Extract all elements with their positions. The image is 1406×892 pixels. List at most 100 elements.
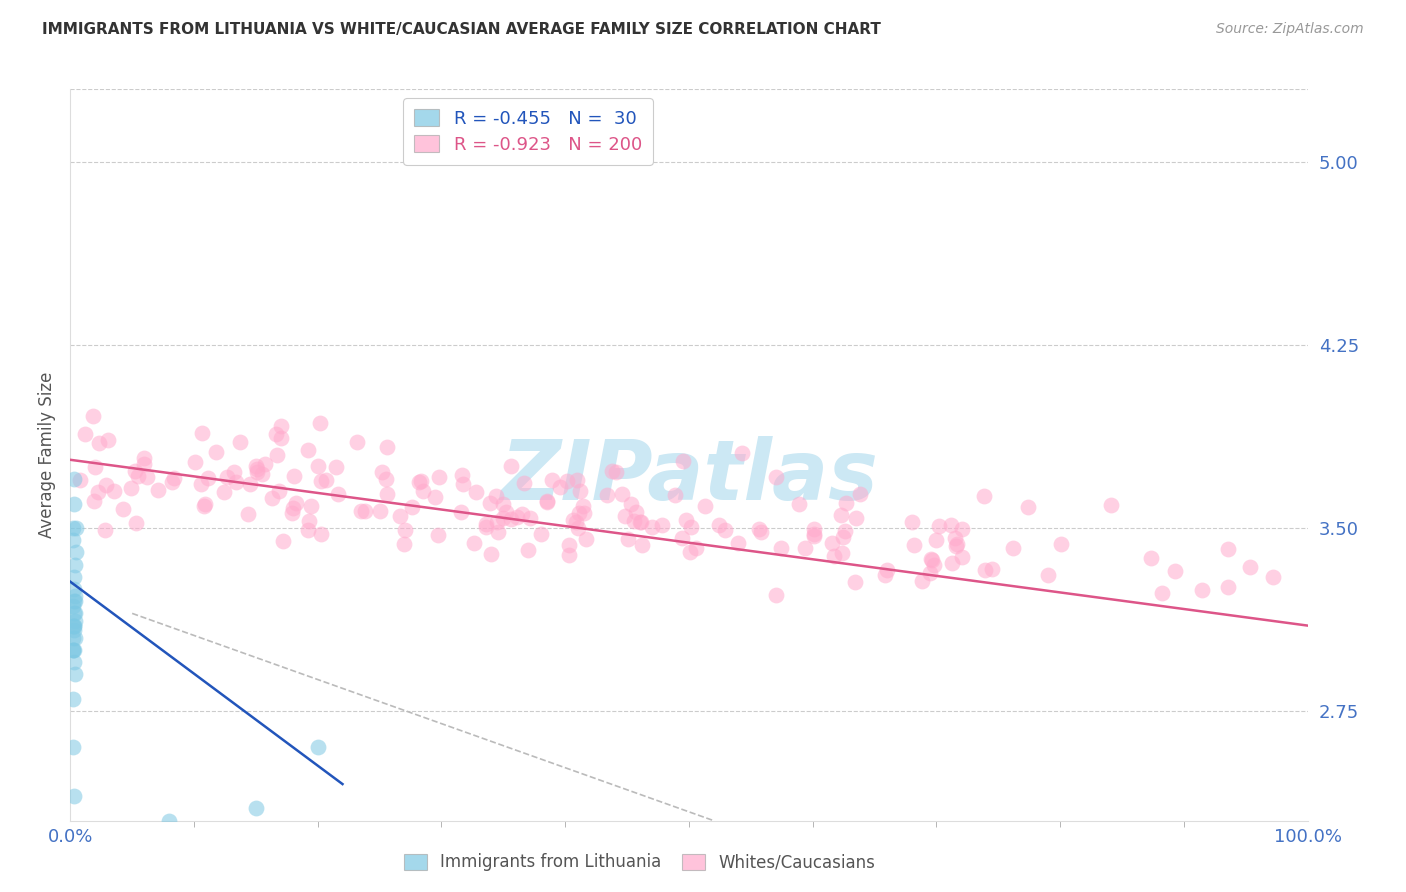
Point bbox=[486, 516, 509, 530]
Point bbox=[190, 477, 212, 491]
Point bbox=[903, 538, 925, 552]
Point bbox=[238, 507, 260, 521]
Point bbox=[298, 514, 321, 528]
Point bbox=[283, 468, 305, 483]
Point bbox=[679, 520, 702, 534]
Point bbox=[252, 467, 274, 481]
Point bbox=[565, 474, 588, 488]
Point bbox=[981, 562, 1004, 576]
Point bbox=[479, 495, 502, 509]
Point bbox=[309, 474, 332, 488]
Point bbox=[254, 457, 277, 471]
Point bbox=[125, 516, 148, 530]
Point bbox=[245, 465, 267, 479]
Point bbox=[63, 618, 86, 632]
Point bbox=[558, 548, 581, 562]
Point bbox=[62, 643, 84, 657]
Point bbox=[572, 499, 595, 513]
Point bbox=[685, 541, 707, 555]
Point bbox=[831, 546, 853, 560]
Point bbox=[371, 466, 394, 480]
Point bbox=[519, 510, 541, 524]
Point bbox=[451, 467, 474, 482]
Point bbox=[512, 476, 534, 491]
Point bbox=[120, 481, 142, 495]
Point bbox=[401, 500, 423, 515]
Point bbox=[1036, 568, 1059, 582]
Point bbox=[63, 655, 86, 669]
Point bbox=[299, 499, 322, 513]
Point bbox=[803, 529, 825, 543]
Point bbox=[727, 536, 749, 550]
Point bbox=[1216, 541, 1239, 556]
Point bbox=[394, 523, 416, 537]
Point bbox=[1049, 536, 1071, 550]
Point bbox=[849, 487, 872, 501]
Point bbox=[354, 504, 377, 518]
Point bbox=[63, 624, 86, 638]
Point bbox=[93, 523, 115, 537]
Point bbox=[246, 462, 269, 476]
Point bbox=[821, 536, 844, 550]
Point bbox=[641, 520, 664, 534]
Point bbox=[222, 466, 245, 480]
Point bbox=[664, 487, 686, 501]
Point bbox=[465, 485, 488, 500]
Point bbox=[765, 470, 787, 484]
Point bbox=[605, 465, 627, 479]
Point bbox=[309, 526, 332, 541]
Point bbox=[225, 475, 247, 490]
Point bbox=[315, 474, 337, 488]
Point bbox=[541, 473, 564, 487]
Point bbox=[925, 533, 948, 547]
Point bbox=[65, 545, 87, 559]
Y-axis label: Average Family Size: Average Family Size bbox=[38, 372, 56, 538]
Point bbox=[921, 553, 943, 567]
Point bbox=[749, 525, 772, 540]
Text: Source: ZipAtlas.com: Source: ZipAtlas.com bbox=[1216, 22, 1364, 37]
Point bbox=[1216, 580, 1239, 594]
Point bbox=[876, 563, 898, 577]
Point bbox=[271, 534, 294, 549]
Point bbox=[297, 442, 319, 457]
Point bbox=[492, 497, 515, 511]
Point bbox=[1140, 551, 1163, 566]
Point bbox=[65, 558, 87, 572]
Point bbox=[671, 531, 693, 545]
Point bbox=[748, 522, 770, 536]
Point bbox=[624, 505, 647, 519]
Point bbox=[375, 440, 398, 454]
Point bbox=[834, 495, 856, 509]
Point bbox=[75, 427, 97, 442]
Point bbox=[920, 566, 942, 580]
Point bbox=[350, 504, 373, 518]
Point bbox=[1164, 565, 1187, 579]
Point bbox=[499, 512, 522, 526]
Point bbox=[65, 521, 87, 535]
Point bbox=[212, 485, 235, 500]
Point bbox=[600, 464, 623, 478]
Point bbox=[127, 469, 149, 483]
Point bbox=[191, 425, 214, 440]
Point bbox=[911, 574, 934, 588]
Point bbox=[205, 445, 228, 459]
Text: IMMIGRANTS FROM LITHUANIA VS WHITE/CAUCASIAN AVERAGE FAMILY SIZE CORRELATION CHA: IMMIGRANTS FROM LITHUANIA VS WHITE/CAUCA… bbox=[42, 22, 882, 37]
Point bbox=[63, 618, 86, 632]
Point bbox=[516, 542, 538, 557]
Point bbox=[63, 594, 86, 608]
Point bbox=[409, 474, 432, 488]
Point bbox=[266, 448, 288, 462]
Point bbox=[939, 518, 962, 533]
Point bbox=[374, 472, 396, 486]
Point bbox=[63, 497, 86, 511]
Point bbox=[63, 582, 86, 596]
Point bbox=[568, 483, 591, 498]
Point bbox=[426, 528, 449, 542]
Point bbox=[1017, 500, 1039, 515]
Point bbox=[1150, 586, 1173, 600]
Point bbox=[713, 523, 735, 537]
Point bbox=[950, 522, 973, 536]
Point bbox=[408, 475, 430, 490]
Point bbox=[1263, 570, 1285, 584]
Point bbox=[831, 530, 853, 544]
